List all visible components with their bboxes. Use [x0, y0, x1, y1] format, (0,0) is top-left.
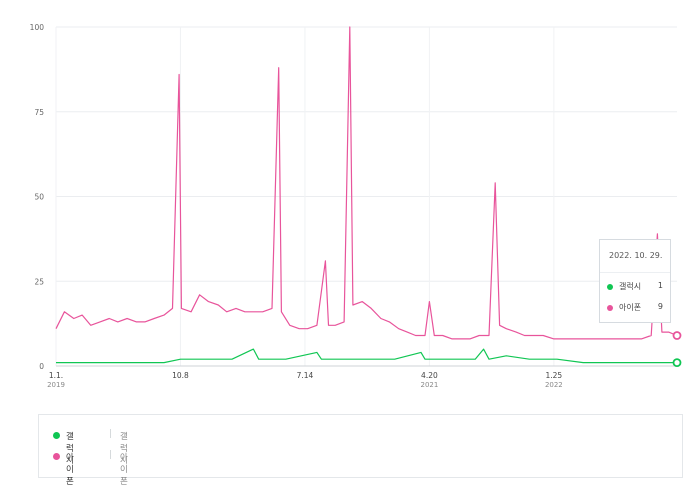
- tooltip-series-name: 아이폰: [619, 303, 642, 312]
- tooltip-series-value: 1: [657, 281, 663, 290]
- x-tick-label: 1.25: [546, 371, 563, 380]
- tooltip-date: 2022. 10. 29.: [609, 251, 663, 260]
- x-tick-label: 7.14: [297, 371, 314, 380]
- x-tick-label: 10.8: [172, 371, 189, 380]
- y-tick-label: 75: [34, 108, 44, 117]
- iphone-dot-icon: [607, 305, 613, 311]
- chart-legend: 갤럭시 | 갤럭시 아이폰 | 아이폰: [38, 414, 683, 487]
- x-tick-label: 4.20: [421, 371, 438, 380]
- y-tick-label: 0: [39, 362, 44, 371]
- tooltip-divider: [600, 272, 670, 273]
- chart-end-markers: [672, 331, 682, 368]
- tooltip-row-iphone: 아이폰 9: [607, 301, 663, 315]
- x-tick-year: 2019: [47, 381, 65, 389]
- y-tick-label: 100: [30, 23, 45, 32]
- iphone-legend-dot-icon: [53, 453, 60, 460]
- series-end-marker-0: [672, 331, 682, 340]
- x-tick-year: 2021: [420, 381, 438, 389]
- legend-sub-label: 갤럭시: [120, 432, 128, 466]
- x-tick-label: 1.1.: [49, 371, 63, 380]
- series-end-marker-1: [672, 358, 682, 368]
- y-tick-label: 50: [34, 193, 44, 202]
- hover-tooltip: 2022. 10. 29. 갤럭시 1 아이폰 9: [599, 239, 671, 323]
- galaxy-dot-icon: [607, 284, 613, 290]
- series-line-1: [56, 348, 677, 364]
- tooltip-series-value: 9: [657, 302, 663, 311]
- chart-grid: [55, 26, 677, 367]
- x-tick-year: 2022: [545, 381, 563, 389]
- legend-label: 갤럭시: [66, 432, 74, 466]
- legend-separator: |: [109, 450, 112, 460]
- tooltip-row-galaxy: 갤럭시 1: [607, 280, 663, 294]
- chart-series: [55, 26, 678, 364]
- legend-sub-label: 아이폰: [120, 453, 128, 487]
- y-tick-label: 25: [34, 277, 44, 286]
- series-line-0: [55, 26, 678, 340]
- galaxy-legend-dot-icon: [53, 432, 60, 439]
- legend-label: 아이폰: [66, 453, 74, 487]
- tooltip-series-name: 갤럭시: [619, 282, 642, 291]
- legend-separator: |: [109, 429, 112, 439]
